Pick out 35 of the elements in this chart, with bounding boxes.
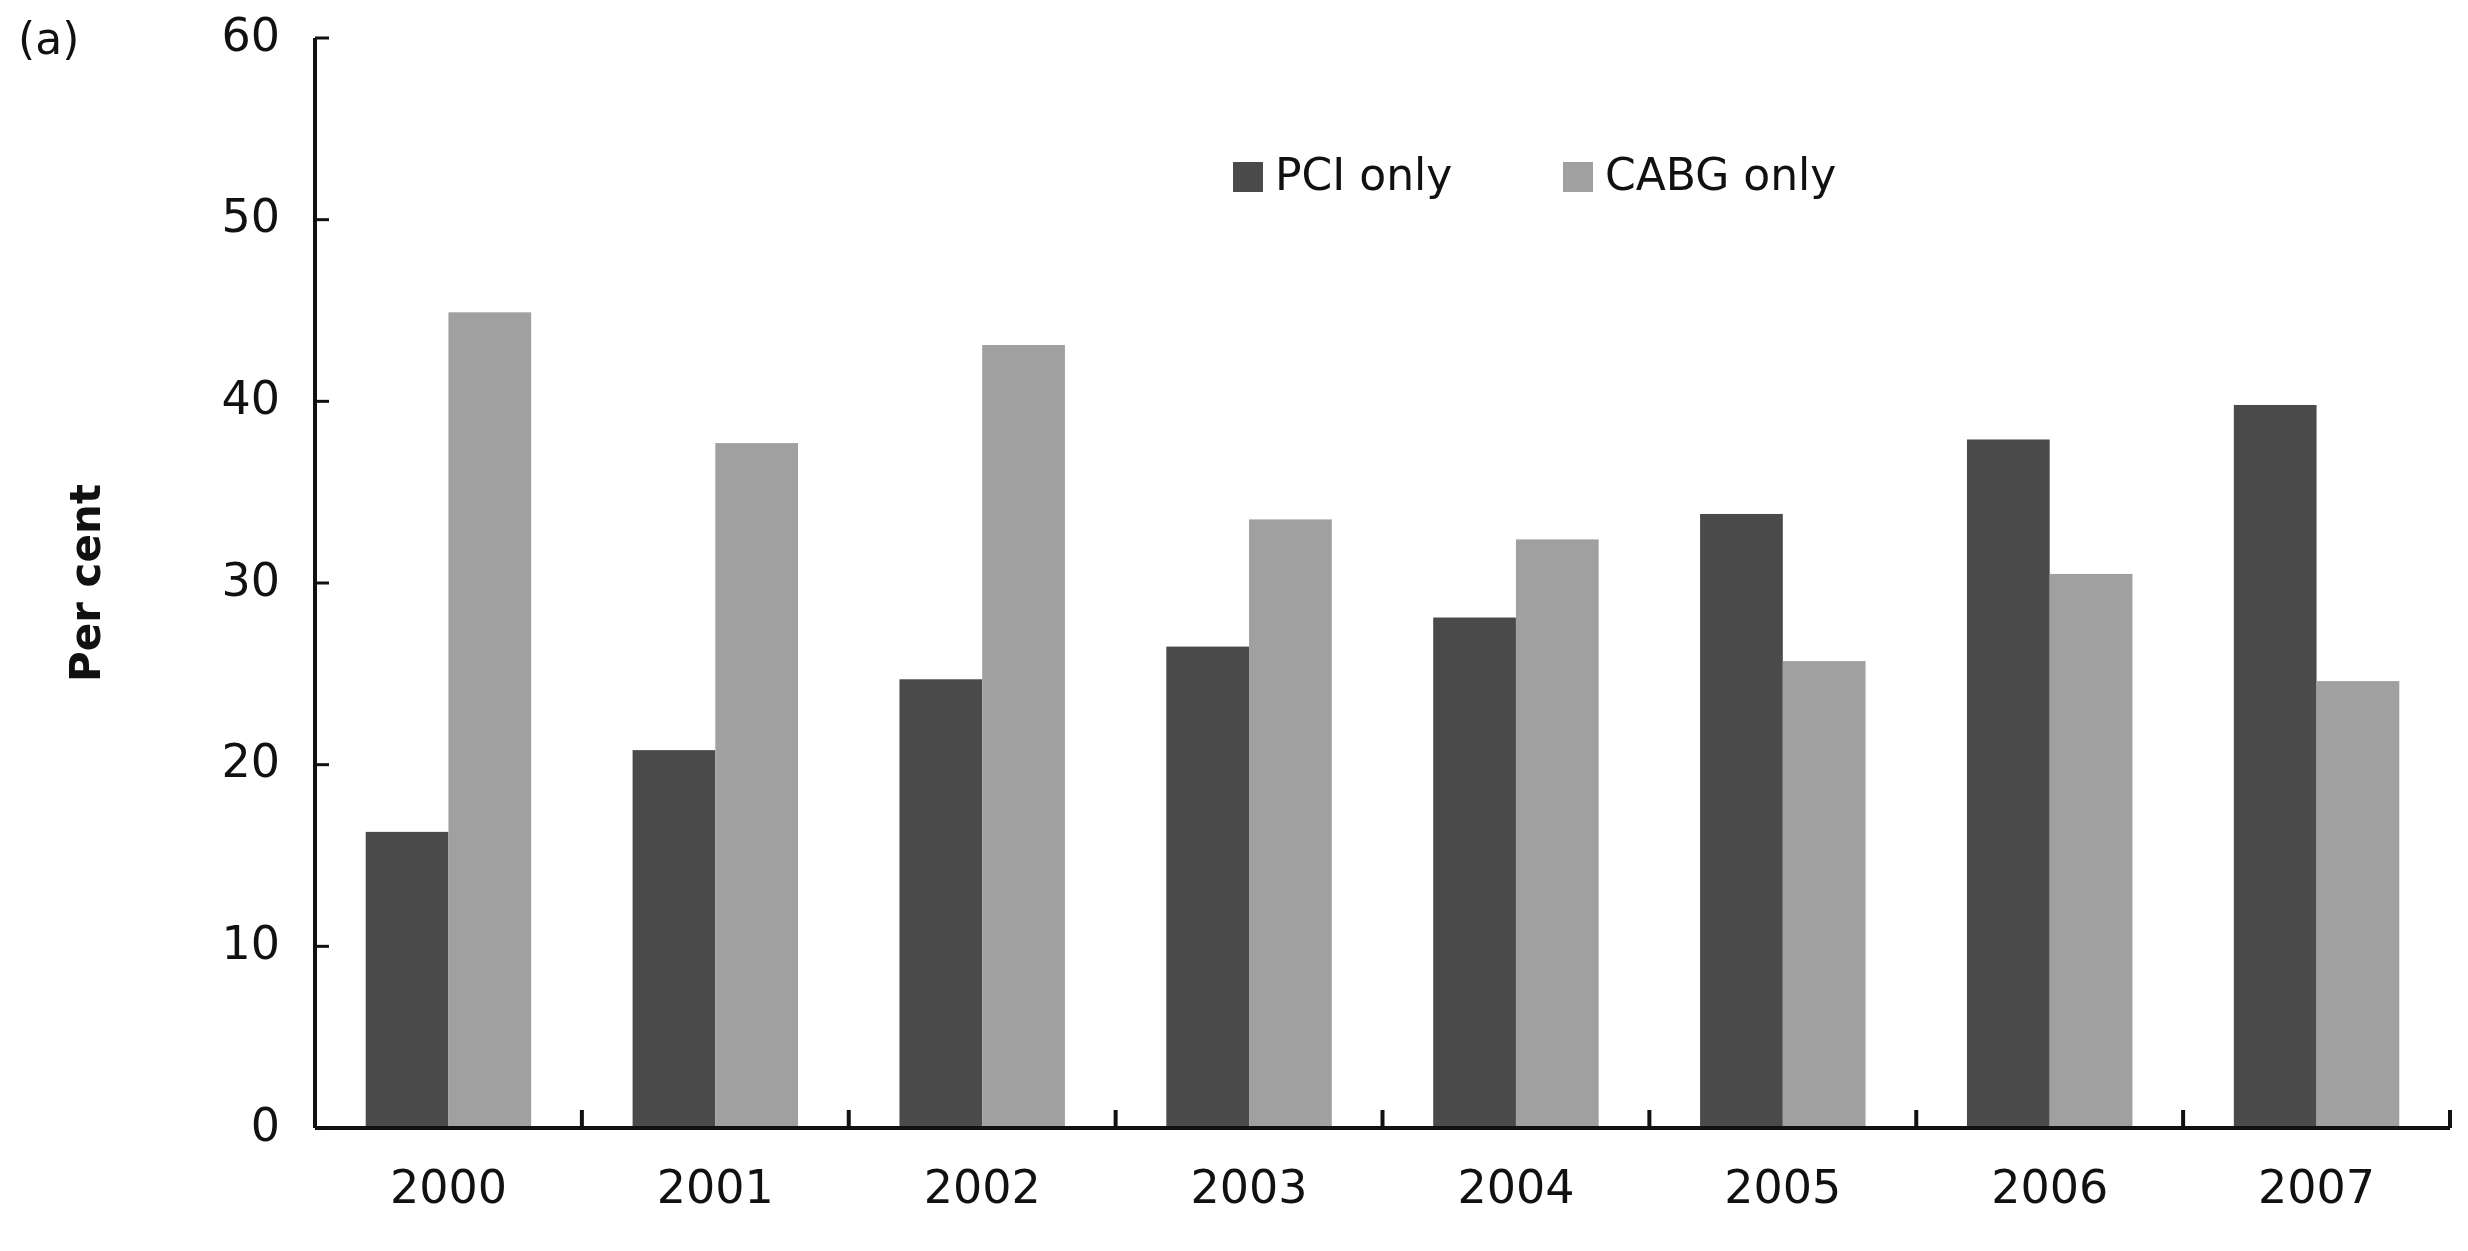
bar (2049, 573, 2133, 1128)
bar (2233, 404, 2317, 1128)
bar (1249, 519, 1332, 1128)
y-tick-label: 50 (221, 189, 280, 244)
bar (1166, 646, 1250, 1128)
y-tick-label: 60 (221, 7, 280, 62)
bar (365, 831, 449, 1128)
bar (448, 312, 532, 1128)
x-tick-label: 2003 (1190, 1159, 1308, 1214)
bar (1515, 539, 1599, 1128)
y-tick-label: 20 (221, 734, 280, 789)
bar (1433, 617, 1516, 1128)
x-tick-label: 2006 (1991, 1159, 2109, 1214)
x-tick-label: 2001 (656, 1159, 774, 1214)
x-tick-label: 2007 (2258, 1159, 2376, 1214)
bar (2316, 681, 2400, 1128)
y-tick-label: 10 (221, 915, 280, 970)
x-tick-label: 2002 (923, 1159, 1041, 1214)
x-tick-label: 2005 (1724, 1159, 1842, 1214)
y-axis-title: Per cent (60, 484, 110, 682)
bar (899, 679, 983, 1128)
bar (1782, 661, 1866, 1128)
legend-label: PCI only (1275, 149, 1453, 200)
x-tick-label: 2000 (389, 1159, 507, 1214)
text: (a) (18, 13, 80, 64)
bar (1700, 513, 1783, 1128)
bar (715, 443, 799, 1128)
y-tick-label: 40 (221, 370, 280, 425)
y-tick-label: 0 (250, 1097, 280, 1152)
bar (982, 345, 1065, 1128)
bar (1966, 439, 2050, 1128)
bar (632, 750, 716, 1128)
legend-label: CABG only (1605, 149, 1837, 200)
x-tick-label: 2004 (1457, 1159, 1575, 1214)
y-tick-label: 30 (221, 552, 280, 607)
